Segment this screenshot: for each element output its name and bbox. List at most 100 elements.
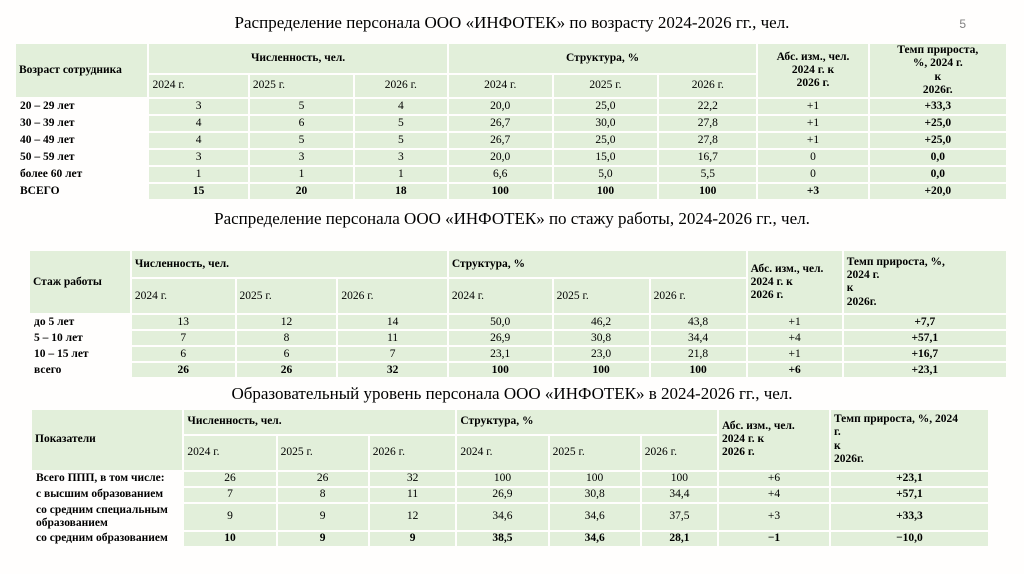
value-cell: +3 [758, 184, 868, 200]
value-cell: 34,6 [457, 503, 548, 531]
value-cell: +1 [758, 99, 868, 115]
value-cell: +4 [718, 487, 829, 502]
table-row: 10 – 15 лет 6 6 7 23,1 23,0 21,8 +1 +16,7 [30, 347, 1006, 362]
value-cell: 26 [131, 363, 235, 378]
table-row: 40 – 49 лет 4 5 5 26,7 25,0 27,8 +1 +25,0 [16, 133, 1006, 149]
year-header-cell: 2026 г. [338, 279, 447, 314]
value-cell: 100 [641, 471, 717, 486]
value-cell: 5 [249, 133, 354, 149]
year-header-cell: 2026 г. [650, 279, 746, 314]
table-body: до 5 лет 13 12 14 50,0 46,2 43,8 +1 +7,7 5 – 10 л… [30, 315, 1006, 378]
year-header-cell: 2024 г. [448, 74, 552, 98]
value-cell: 21,8 [650, 347, 746, 362]
table-row: 20 – 29 лет 3 5 4 20,0 25,0 22,2 +1 +33,3 [16, 99, 1006, 115]
value-cell: 14 [338, 315, 447, 330]
value-cell: 5 [355, 116, 447, 132]
experience-table-section: Распределение персонала ООО «ИНФОТЕК» по… [0, 208, 1024, 379]
value-cell: 26,7 [448, 133, 552, 149]
header-years-row: 2024 г. 2025 г. 2026 г. 2024 г. 2025 г. 2026 … [16, 74, 1006, 98]
data-table: Возраст сотрудника Численность, чел. Струк… [14, 42, 1008, 201]
experience-table-wrap: Стаж работы Численность, чел. Структура, %… [0, 249, 1024, 379]
value-cell: 26 [236, 363, 337, 378]
value-cell: 28,1 [641, 532, 717, 547]
value-cell: +57,1 [843, 331, 1006, 346]
value-cell: +25,0 [869, 133, 1006, 149]
structure-group-header: Структура, % [448, 44, 757, 73]
table-title-experience: Распределение персонала ООО «ИНФОТЕК» по… [214, 209, 810, 229]
value-cell: 1 [249, 167, 354, 183]
abs-change-header: Абс. изм., чел. 2024 г. к 2026 г. [747, 251, 842, 314]
value-cell: 26,7 [448, 116, 552, 132]
value-cell: 7 [338, 347, 447, 362]
value-cell: 8 [236, 331, 337, 346]
table-body: Всего ППП, в том числе: 26 26 32 100 100 100 +6… [32, 471, 988, 547]
value-cell: 7 [131, 331, 235, 346]
value-cell: +6 [747, 363, 842, 378]
value-cell: 100 [553, 363, 649, 378]
value-cell: 18 [355, 184, 447, 200]
value-cell: 1 [355, 167, 447, 183]
value-cell: +25,0 [869, 116, 1006, 132]
table-title-education: Образовательный уровень персонала ООО «И… [231, 384, 793, 404]
age-table-wrap: Возраст сотрудника Численность, чел. Струк… [0, 42, 1024, 201]
value-cell: +6 [718, 471, 829, 486]
table-row: с высшим образованием 7 8 11 26,9 30,8 34,4 +4 +… [32, 487, 988, 502]
value-cell: 30,8 [549, 487, 640, 502]
table-head: Возраст сотрудника Численность, чел. Струк… [16, 44, 1006, 98]
value-cell: 3 [355, 150, 447, 166]
year-header-cell: 2025 г. [277, 435, 368, 470]
value-cell: 6 [236, 347, 337, 362]
value-cell: 5,0 [553, 167, 658, 183]
row-label-cell: более 60 лет [20, 168, 83, 181]
value-cell: 26 [277, 471, 368, 486]
row-label-cell: ВСЕГО [20, 185, 60, 198]
label-header-cell: Показатели [32, 409, 183, 470]
value-cell: 100 [448, 184, 552, 200]
year-header-cell: 2025 г. [553, 279, 649, 314]
value-cell: 30,0 [553, 116, 658, 132]
value-cell: 23,1 [448, 347, 552, 362]
age-table-section: Распределение персонала ООО «ИНФОТЕК» по… [0, 12, 1024, 201]
header-years-row: 2024 г. 2025 г. 2026 г. 2024 г. 2025 г. 2026 … [32, 435, 988, 470]
value-cell: 12 [236, 315, 337, 330]
value-cell: +7,7 [843, 315, 1006, 330]
value-cell: +1 [758, 116, 868, 132]
value-cell: 27,8 [659, 133, 757, 149]
value-cell: 37,5 [641, 503, 717, 531]
value-cell: 10 [184, 532, 276, 547]
value-cell: 4 [149, 133, 248, 149]
year-header-cell: 2026 г. [659, 74, 757, 98]
value-cell: 9 [277, 532, 368, 547]
value-cell: 15 [149, 184, 248, 200]
row-label-cell: 20 – 29 лет [20, 100, 75, 113]
value-cell: 9 [277, 503, 368, 531]
value-cell: 20 [249, 184, 354, 200]
value-cell: 9 [184, 503, 276, 531]
value-cell: +16,7 [843, 347, 1006, 362]
growth-rate-header: Темп прироста, %, 2024 г. к 2026г. [869, 44, 1006, 98]
value-cell: 22,2 [659, 99, 757, 115]
table-row: 30 – 39 лет 4 6 5 26,7 30,0 27,8 +1 +25,0 [16, 116, 1006, 132]
value-cell: 100 [457, 471, 548, 486]
value-cell: 6 [131, 347, 235, 362]
value-cell: 5 [249, 99, 354, 115]
count-group-header: Численность, чел. [131, 251, 447, 278]
value-cell: +1 [758, 133, 868, 149]
education-table-section: Образовательный уровень персонала ООО «И… [0, 383, 1024, 548]
structure-group-header: Структура, % [457, 409, 717, 434]
value-cell: 38,5 [457, 532, 548, 547]
value-cell: +1 [747, 315, 842, 330]
table-row: всего 26 26 32 100 100 100 +6 +23,1 [30, 363, 1006, 378]
year-header-cell: 2026 г. [355, 74, 447, 98]
value-cell: 50,0 [448, 315, 552, 330]
row-label-cell: до 5 лет [34, 315, 75, 328]
row-label-cell: с высшим образованием [36, 488, 164, 501]
value-cell: 11 [338, 331, 447, 346]
value-cell: 25,0 [553, 99, 658, 115]
value-cell: 30,8 [553, 331, 649, 346]
year-header-cell: 2025 г. [236, 279, 337, 314]
value-cell: 0 [758, 150, 868, 166]
value-cell: 20,0 [448, 150, 552, 166]
table-title-age: Распределение персонала ООО «ИНФОТЕК» по… [234, 13, 790, 32]
year-header-cell: 2026 г. [641, 435, 717, 470]
